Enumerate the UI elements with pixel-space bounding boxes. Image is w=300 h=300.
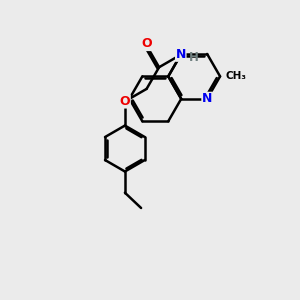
- Text: CH₃: CH₃: [225, 71, 246, 81]
- Text: H: H: [189, 51, 199, 64]
- Text: O: O: [142, 38, 152, 50]
- Text: N: N: [176, 48, 186, 61]
- Text: N: N: [202, 92, 212, 105]
- Text: O: O: [120, 95, 130, 108]
